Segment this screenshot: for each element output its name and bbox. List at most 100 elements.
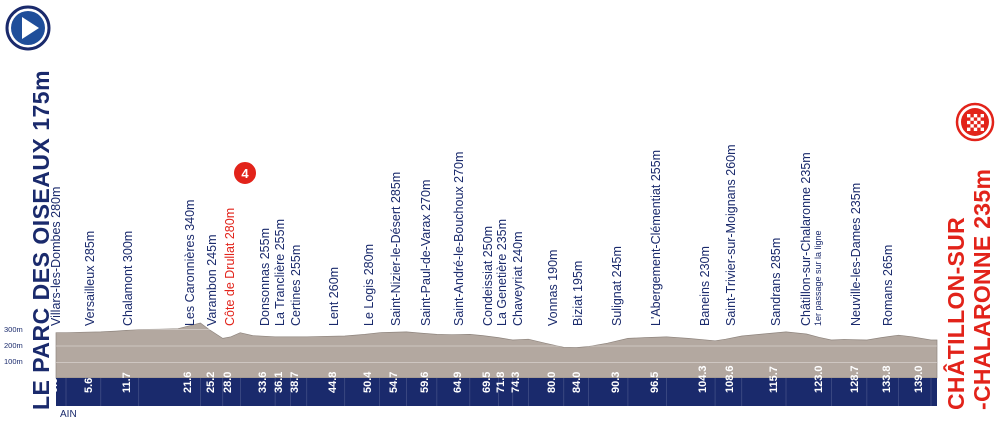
place-name: Châtillon-sur-Chalaronne 235m: [798, 152, 813, 326]
km-tick-label: 90.3: [609, 371, 622, 393]
checker-square: [973, 114, 978, 118]
km-tick-label: 11.7: [120, 372, 133, 393]
km-tick-label: 133.8: [880, 365, 893, 393]
km-tick-label: 21.6: [182, 371, 195, 393]
place-label: Neuville-les-Dames 235m: [849, 182, 864, 326]
place-label: Saint-Nizier-le-Désert 285m: [388, 171, 403, 326]
place-name: Condeissiat 250m: [481, 225, 495, 326]
finish-title: CHÂTILLON-SUR -CHALARONNE 235m: [943, 169, 995, 410]
km-tick-label: 59.6: [418, 371, 431, 393]
checker-square: [970, 124, 974, 128]
place-label: Le Logis 280m: [362, 243, 377, 326]
checker-square: [973, 120, 978, 125]
checker-square: [980, 120, 984, 125]
checker-square: [973, 127, 978, 131]
km-tick-label: 108.6: [723, 365, 736, 393]
place-name: Le Logis 280m: [362, 243, 377, 326]
checker-square: [977, 117, 981, 121]
km-tick-label: 38.7: [288, 371, 301, 393]
place-name: La Tranclière 255m: [273, 218, 288, 326]
place-name: Saint-Paul-de-Varax 270m: [419, 179, 434, 326]
place-name: La Genetière 235m: [495, 218, 510, 326]
place-label: Certines 255m: [289, 244, 304, 326]
place-name: Chalamont 300m: [121, 230, 136, 326]
place-name: Biziat 195m: [571, 260, 586, 326]
place-label: Versailleux 285m: [83, 230, 98, 326]
place-label: Côte de Drullat 280m: [222, 207, 237, 326]
altitude-tick-label: 100m: [4, 356, 23, 366]
km-tick-label: 139.0: [913, 365, 925, 393]
km-tick-label: 64.9: [451, 371, 464, 393]
place-label: Biziat 195m: [571, 260, 586, 326]
place-name: Chaveyriat 240m: [510, 231, 525, 327]
place-label: Saint-André-le-Bouchoux 270m: [452, 151, 467, 326]
place-name: Côte de Drullat 280m: [222, 207, 237, 326]
place-label: Vonnas 190m: [546, 249, 561, 326]
start-title: LE PARC DES OISEAUX 175m: [28, 69, 54, 410]
km-tick-label: 44.8: [326, 371, 339, 393]
checker-square: [967, 127, 971, 131]
place-name: Saint-Trivier-sur-Moignans 260m: [724, 144, 739, 326]
place-name: Romans 265m: [881, 244, 896, 326]
checker-square: [970, 117, 974, 121]
km-tick-label: 33.6: [257, 371, 270, 393]
altitude-tick-label: 200m: [4, 340, 23, 350]
km-tick-label: 74.3: [510, 371, 523, 393]
km-tick-label: 84.0: [570, 371, 583, 393]
place-name: Vonnas 190m: [546, 249, 561, 326]
place-label: Sulignat 245m: [610, 246, 625, 326]
finish-title-line-1: CHÂTILLON-SUR: [943, 217, 969, 410]
climb-category-badge: 4: [232, 160, 258, 186]
place-name: Saint-Nizier-le-Désert 285m: [388, 171, 403, 326]
km-tick-label: 80.0: [545, 371, 558, 393]
km-tick-label: 54.7: [388, 371, 401, 393]
km-tick-label: 69.5: [480, 371, 493, 393]
place-label: Saint-Trivier-sur-Moignans 260m: [724, 144, 739, 326]
place-name: Saint-André-le-Bouchoux 270m: [452, 151, 467, 326]
place-name: Lent 260m: [327, 266, 342, 326]
place-name: Donsonnas 255m: [257, 228, 272, 326]
place-label: La Tranclière 255m: [273, 218, 288, 326]
place-label: La Genetière 235m: [495, 218, 510, 326]
place-name: Versailleux 285m: [83, 230, 98, 326]
place-name: Certines 255m: [289, 244, 304, 326]
place-name: Baneins 230m: [697, 246, 712, 326]
place-label: Condeissiat 250m: [481, 225, 495, 326]
place-label: Varambon 245m: [205, 234, 220, 327]
km-tick-label: 25.2: [204, 371, 217, 393]
distance-band: [56, 378, 937, 406]
km-tick-label: 123.0: [813, 365, 826, 393]
place-label: Baneins 230m: [697, 246, 712, 326]
place-name: Sandrans 285m: [768, 237, 783, 326]
altitude-tick-label: 300m: [4, 324, 23, 334]
checker-square: [977, 124, 981, 128]
place-label: Romans 265m: [881, 244, 896, 326]
place-label: L'Abergement-Clémentiat 255m: [649, 149, 664, 326]
place-name: Varambon 245m: [205, 234, 220, 327]
place-name: Sulignat 245m: [610, 246, 625, 326]
place-label: Sandrans 285m: [768, 237, 783, 326]
checker-square: [980, 127, 984, 131]
department-label: AIN: [60, 409, 77, 420]
place-name: Neuville-les-Dames 235m: [849, 182, 864, 326]
km-tick-label: 50.4: [361, 371, 374, 393]
km-tick-label: 128.7: [848, 365, 861, 393]
elevation-area: [55, 322, 938, 379]
km-tick-label: 115.7: [768, 366, 780, 393]
finish-title-line-2: -CHALARONNE 235m: [969, 168, 995, 410]
place-sublabel: 1er passage sur la ligne: [812, 230, 823, 326]
place-name: L'Abergement-Clémentiat 255m: [649, 149, 664, 326]
place-label: Saint-Paul-de-Varax 270m: [419, 179, 434, 326]
checker-square: [967, 114, 971, 118]
checker-square: [967, 120, 971, 125]
km-tick-label: 96.5: [648, 371, 661, 393]
place-label: Chalamont 300m: [121, 230, 136, 326]
checker-square: [980, 114, 984, 118]
climb-category-text: 4: [241, 166, 249, 181]
km-tick-label: 5.6: [82, 377, 95, 393]
km-tick-label: 36.1: [272, 371, 285, 393]
km-tick-label: 71.8: [494, 371, 507, 393]
place-label: Donsonnas 255m: [257, 228, 272, 326]
place-name: Les Caronnières 340m: [182, 199, 197, 326]
